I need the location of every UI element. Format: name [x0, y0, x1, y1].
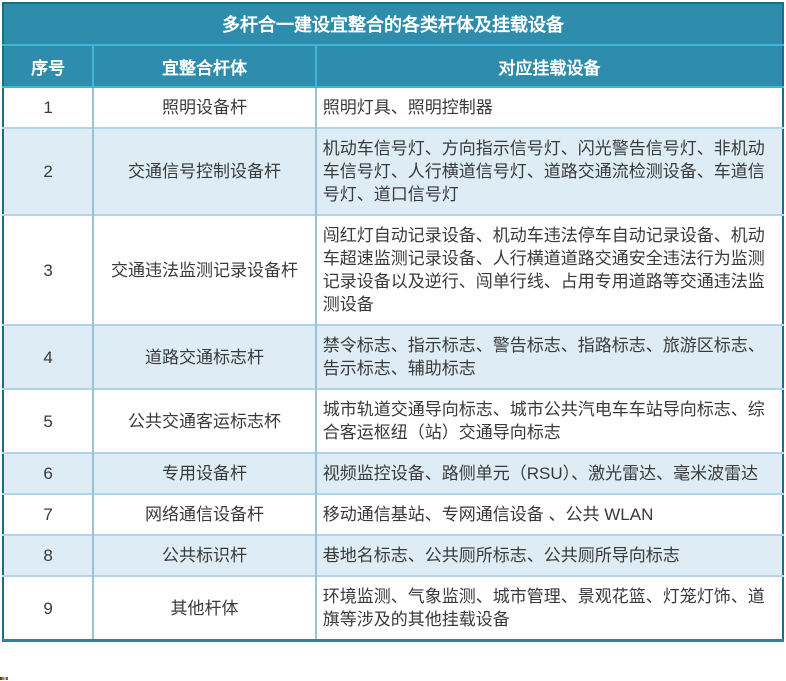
table-row: 5 公共交通客运标志杯 城市轨道交通导向标志、城市公共汽电车车站导向标志、综合客…: [3, 388, 783, 453]
table-row: 2 交通信号控制设备杆 机动车信号灯、方向指示信号灯、闪光警告信号灯、非机动车信…: [3, 127, 783, 215]
table-row: 9 其他杆体 环境监测、气象监测、城市管理、景观花篮、灯笼灯饰、道旗等涉及的其他…: [3, 575, 783, 641]
table-header-row: 序号 宜整合杆体 对应挂载设备: [3, 45, 783, 88]
table-row: 1 照明设备杆 照明灯具、照明控制器: [3, 87, 783, 128]
devices-cell: 环境监测、气象监测、城市管理、景观花篮、灯笼灯饰、道旗等涉及的其他挂载设备: [314, 575, 783, 641]
row-number-cell: 5: [3, 388, 94, 453]
corner-artifact-mark: [0, 677, 8, 680]
pole-type-cell: 照明设备杆: [92, 87, 316, 128]
row-number-cell: 7: [3, 493, 94, 535]
row-number-cell: 4: [3, 324, 94, 389]
column-header-devices: 对应挂载设备: [314, 45, 783, 88]
table-row: 8 公共标识杆 巷地名标志、公共厕所标志、公共厕所导向标志: [3, 534, 783, 576]
pole-type-cell: 网络通信设备杆: [92, 493, 316, 535]
pole-type-cell: 公共标识杆: [92, 534, 316, 576]
devices-cell: 城市轨道交通导向标志、城市公共汽电车车站导向标志、综合客运枢纽（站）交通导向标志: [314, 388, 783, 453]
row-number-cell: 1: [3, 87, 94, 128]
table-row: 4 道路交通标志杆 禁令标志、指示标志、警告标志、指路标志、旅游区标志、告示标志…: [3, 324, 783, 389]
pole-type-cell: 交通信号控制设备杆: [92, 127, 316, 215]
devices-cell: 机动车信号灯、方向指示信号灯、闪光警告信号灯、非机动车信号灯、人行横道信号灯、道…: [314, 127, 783, 215]
row-number-cell: 2: [3, 127, 94, 215]
pole-type-cell: 道路交通标志杆: [92, 324, 316, 389]
devices-cell: 闯红灯自动记录设备、机动车违法停车自动记录设备、机动车超速监测记录设备、人行横道…: [314, 214, 783, 325]
table-title: 多杆合一建设宜整合的各类杆体及挂载设备: [3, 3, 783, 46]
pole-integration-table: 多杆合一建设宜整合的各类杆体及挂载设备 序号 宜整合杆体 对应挂载设备 1 照明…: [2, 2, 784, 642]
table-title-row: 多杆合一建设宜整合的各类杆体及挂载设备: [3, 3, 783, 46]
table-row: 7 网络通信设备杆 移动通信基站、专网通信设备 、公共 WLAN: [3, 493, 783, 535]
column-header-no: 序号: [3, 45, 94, 88]
row-number-cell: 6: [3, 452, 94, 494]
column-header-pole: 宜整合杆体: [92, 45, 316, 88]
devices-cell: 视频监控设备、路侧单元（RSU）、激光雷达、毫米波雷达: [314, 452, 783, 494]
row-number-cell: 3: [3, 214, 94, 325]
devices-cell: 照明灯具、照明控制器: [314, 87, 783, 128]
devices-cell: 巷地名标志、公共厕所标志、公共厕所导向标志: [314, 534, 783, 576]
pole-type-cell: 交通违法监测记录设备杆: [92, 214, 316, 325]
pole-type-cell: 专用设备杆: [92, 452, 316, 494]
row-number-cell: 9: [3, 575, 94, 641]
table-row: 6 专用设备杆 视频监控设备、路侧单元（RSU）、激光雷达、毫米波雷达: [3, 452, 783, 494]
devices-cell: 移动通信基站、专网通信设备 、公共 WLAN: [314, 493, 783, 535]
table-row: 3 交通违法监测记录设备杆 闯红灯自动记录设备、机动车违法停车自动记录设备、机动…: [3, 214, 783, 325]
devices-cell: 禁令标志、指示标志、警告标志、指路标志、旅游区标志、告示标志、辅助标志: [314, 324, 783, 389]
pole-type-cell: 其他杆体: [92, 575, 316, 641]
pole-type-cell: 公共交通客运标志杯: [92, 388, 316, 453]
row-number-cell: 8: [3, 534, 94, 576]
